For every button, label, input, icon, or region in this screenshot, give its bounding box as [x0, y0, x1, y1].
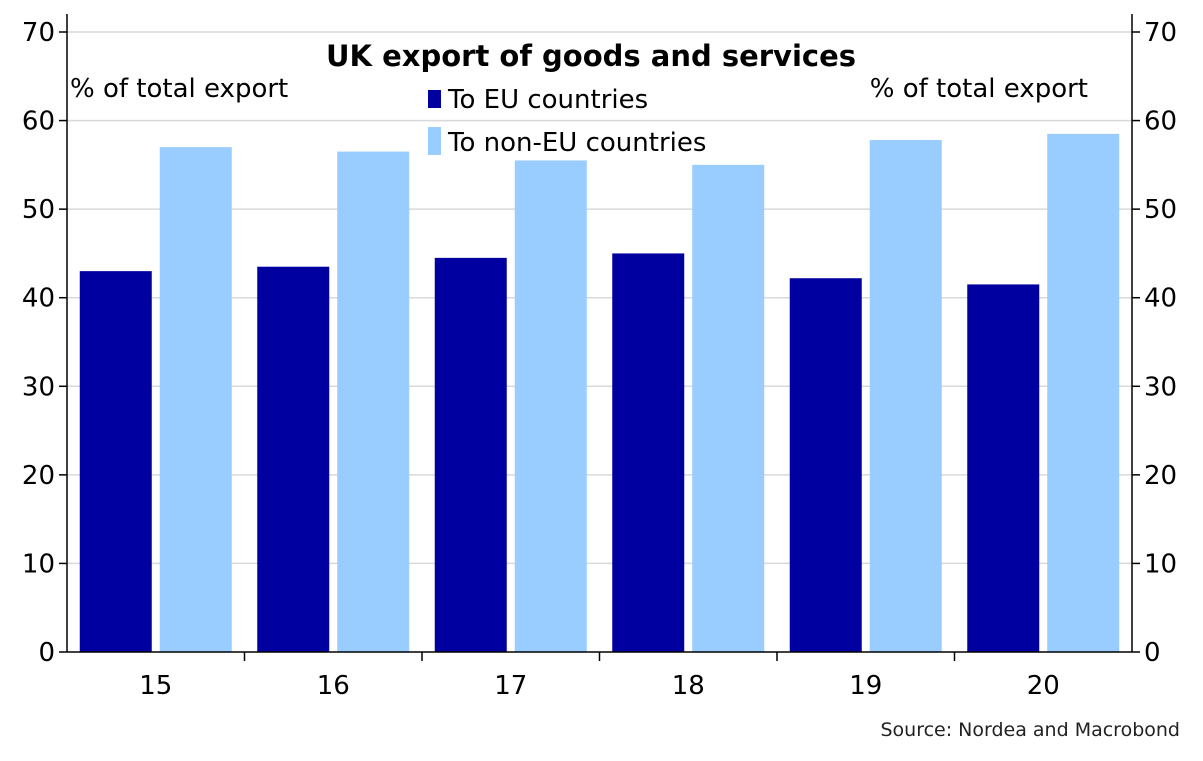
x-tick-label-17: 17 [494, 671, 527, 701]
legend-swatch-non-eu [428, 127, 441, 155]
bars [79, 133, 1120, 653]
axes [59, 14, 1140, 661]
left-y-tick-label-40: 40 [22, 284, 55, 314]
left-y-tick-label-0: 0 [38, 638, 55, 668]
bar-non-eu-17 [514, 160, 587, 652]
right-y-tick-label-50: 50 [1144, 195, 1177, 225]
right-y-tick-label-20: 20 [1144, 461, 1177, 491]
left-axis-unit-label: % of total export [70, 74, 288, 104]
bar-eu-20 [967, 284, 1040, 652]
right-y-tick-label-40: 40 [1144, 284, 1177, 314]
bar-non-eu-16 [337, 151, 410, 653]
legend-label-eu: To EU countries [447, 85, 648, 115]
x-tick-label-20: 20 [1027, 671, 1060, 701]
bar-non-eu-18 [692, 164, 765, 652]
chart-title: UK export of goods and services [326, 39, 856, 73]
x-tick-label-18: 18 [672, 671, 705, 701]
left-y-axis-ticks: 0 10 20 30 40 50 60 70 [22, 18, 55, 668]
right-y-tick-label-10: 10 [1144, 549, 1177, 579]
legend-swatch-eu [428, 90, 441, 108]
right-axis-unit-label: % of total export [870, 74, 1088, 104]
left-y-tick-label-60: 60 [22, 107, 55, 137]
source-note: Source: Nordea and Macrobond [880, 719, 1180, 741]
left-y-tick-label-30: 30 [22, 372, 55, 402]
right-y-tick-label-0: 0 [1144, 638, 1161, 668]
x-tick-label-15: 15 [139, 671, 172, 701]
left-y-tick-label-50: 50 [22, 195, 55, 225]
right-y-tick-label-30: 30 [1144, 372, 1177, 402]
left-y-tick-label-70: 70 [22, 18, 55, 48]
right-y-tick-label-70: 70 [1144, 18, 1177, 48]
legend-label-non-eu: To non-EU countries [447, 128, 706, 158]
bar-non-eu-15 [159, 147, 232, 652]
gridlines [67, 31, 1132, 565]
bar-eu-16 [257, 266, 330, 652]
left-y-tick-label-20: 20 [22, 461, 55, 491]
legend: To EU countries To non-EU countries [428, 85, 706, 158]
bar-non-eu-19 [869, 140, 942, 653]
bar-non-eu-20 [1047, 133, 1120, 652]
x-tick-label-19: 19 [849, 671, 882, 701]
right-y-axis-ticks: 0 10 20 30 40 50 60 70 [1144, 18, 1177, 668]
left-y-tick-label-10: 10 [22, 549, 55, 579]
right-y-tick-label-60: 60 [1144, 107, 1177, 137]
x-axis-ticks: 15 16 17 18 19 20 [139, 671, 1060, 701]
bar-eu-19 [789, 278, 862, 652]
bar-eu-17 [434, 257, 507, 652]
bar-eu-18 [612, 253, 685, 652]
bar-eu-15 [79, 271, 152, 652]
x-tick-label-16: 16 [317, 671, 350, 701]
